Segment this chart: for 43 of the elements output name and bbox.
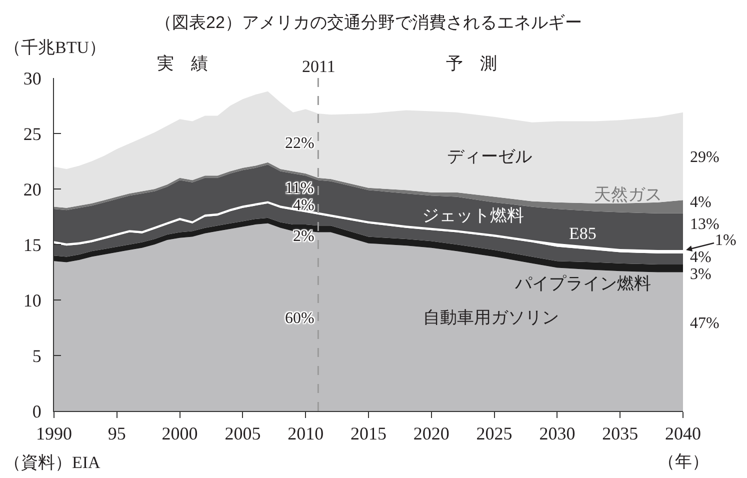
text: 予 測 [446,54,497,73]
text: 47% [690,315,720,332]
text: 4% [690,194,712,211]
y-tick-label: 25 [23,124,42,144]
text: 4% [690,249,712,266]
y-tick-label: 5 [32,346,42,366]
x-tick-label: 2005 [224,424,261,444]
x-tick-label: 2035 [602,424,638,444]
x-tick-label: 1990 [36,424,72,444]
y-tick-label: 30 [23,68,42,88]
text: （資料）EIA [4,453,102,472]
y-tick-label: 10 [23,290,42,310]
annotation: 2% [293,228,314,245]
y-tick-label: 15 [23,234,42,255]
chart-title: （図表22）アメリカの交通分野で消費されるエネルギー [155,12,582,32]
x-tick-label: 2015 [350,424,386,444]
annotation: 4% [293,197,314,214]
x-tick-label: 2040 [665,424,701,444]
annotation: 11% [285,180,314,197]
x-tick-label: 2000 [162,424,198,444]
y-tick-label: 20 [23,179,42,200]
y-tick-label: 0 [32,401,42,422]
x-axis-title: （年） [658,452,709,471]
x-tick-label: 2010 [288,424,324,444]
annotation: 22% [285,135,314,152]
text: 13% [690,216,720,233]
text: 29% [690,149,720,166]
series-label: ディーゼル [447,147,532,166]
text: 実 績 [157,54,208,73]
x-tick-label: 95 [108,424,126,444]
text: 3% [690,266,712,283]
series-label: ジェット燃料 [422,206,524,225]
text: 1% [715,232,736,249]
x-tick-label: 2030 [539,424,576,444]
annotation: 60% [285,310,314,327]
y-axis-title: （千兆BTU） [4,38,106,57]
x-tick-label: 2025 [476,424,512,444]
ref-line-label: 2011 [302,57,336,76]
series-label: E85 [569,224,596,243]
x-tick-label: 2020 [413,424,450,444]
series-label: 天然ガス [594,185,662,204]
series-label: パイプライン燃料 [514,274,651,293]
series-label: 自動車用ガソリン [423,308,559,327]
